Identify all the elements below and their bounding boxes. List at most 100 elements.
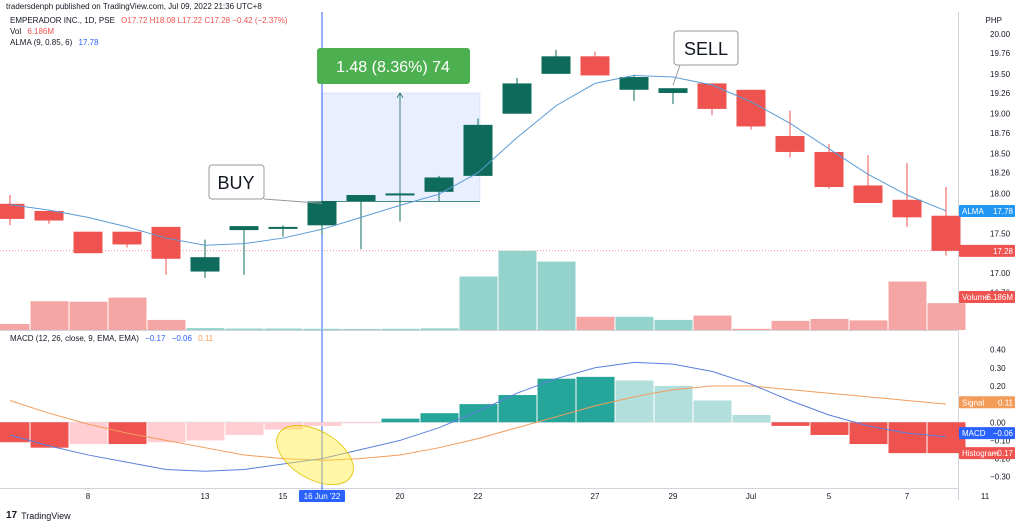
macd-axis-label: MACD: [962, 429, 986, 438]
last-price-badge: [959, 244, 1015, 257]
volume-bar: [420, 328, 459, 330]
volume-bar: [0, 324, 30, 330]
date-highlight-badge: [299, 490, 345, 502]
currency-unit: PHP: [985, 16, 1002, 25]
price-axis-tick: 19.50: [990, 70, 1011, 79]
macd-histogram-bar: [381, 418, 420, 423]
symbol-name[interactable]: EMPERADOR INC., 1D, PSE: [10, 16, 115, 25]
macd-axis-tick: 0.20: [990, 382, 1006, 391]
alma-axis-label-badge: [959, 204, 1015, 217]
signal-axis-label: Signal: [962, 398, 984, 407]
macd-histogram-bar: [732, 415, 771, 423]
profit-label-text: 1.48 (8.36%) 74: [336, 59, 450, 76]
buy-callout-box: [208, 164, 265, 200]
macd-histogram-bar: [576, 376, 615, 423]
candle-body: [229, 226, 259, 231]
profit-label-box: [317, 48, 470, 84]
price-axis-tick: 17.50: [990, 229, 1011, 238]
time-axis-tick: 15: [279, 492, 288, 501]
candle-body: [892, 199, 922, 218]
volume-bar: [810, 318, 849, 330]
time-axis-tick: 16 Jun '22: [304, 492, 341, 501]
candle-body: [190, 257, 220, 272]
macd-axis-label-badge: [959, 427, 1015, 440]
time-axis-tick: 29: [669, 492, 678, 501]
volume-bar: [381, 328, 420, 330]
macd-histogram-bar: [30, 422, 69, 448]
buy-callout-label: BUY: [217, 173, 254, 193]
volume-bar: [498, 250, 537, 330]
volume-bar: [654, 319, 693, 330]
macd-histogram-bar: [537, 378, 576, 423]
crossover-highlight-ellipse: [276, 425, 354, 485]
volume-bar: [849, 320, 888, 330]
price-axis-tick: 18.76: [990, 129, 1011, 138]
volume-bar: [147, 319, 186, 330]
sell-callout-label: SELL: [684, 39, 728, 59]
volume-value: 6.186M: [27, 27, 55, 36]
candle-body: [736, 89, 766, 127]
macd-histogram-bar: [186, 422, 225, 441]
candle-body: [73, 231, 103, 254]
histogram-axis-label: Histogram: [962, 449, 999, 458]
macd-histogram-bar: [147, 422, 186, 443]
macd-legend: MACD (12, 26, close, 9, EMA, EMA) −0.17 …: [10, 334, 213, 343]
macd-line: [9, 361, 947, 472]
candle-body: [502, 83, 532, 114]
signal-axis-value: 0.11: [998, 398, 1014, 407]
price-axis-tick: 18.50: [990, 150, 1011, 159]
candle-body: [424, 177, 454, 192]
macd-histogram-bar: [654, 385, 693, 423]
signal-line: [9, 385, 947, 461]
volume-bar: [459, 276, 498, 330]
volume-bar: [108, 297, 147, 330]
macd-label[interactable]: MACD (12, 26, close, 9, EMA, EMA): [10, 334, 139, 343]
macd-histogram-bar: [264, 422, 303, 430]
buy-callout-pointer: [263, 198, 323, 204]
volume-bar: [888, 281, 927, 330]
candle-body: [814, 151, 844, 188]
time-axis-tick: 13: [201, 492, 210, 501]
price-axis-tick: 18.26: [990, 169, 1011, 178]
candle-body: [346, 195, 376, 202]
time-axis-tick: 22: [474, 492, 483, 501]
volume-label[interactable]: Vol: [10, 27, 22, 36]
tradingview-logo-icon: 17: [6, 510, 18, 521]
volume-bar: [771, 320, 810, 330]
macd-histogram-bar: [303, 422, 342, 426]
macd-histogram-bar: [888, 422, 927, 454]
macd-value-2: −0.06: [171, 334, 192, 343]
ohlc-values: O17.72 H18.08 L17.22 C17.28 −0.42 (−2.37…: [121, 16, 288, 25]
macd-axis-tick: 0.30: [990, 364, 1006, 373]
alma-value: 17.78: [78, 38, 99, 47]
price-axis-tick: 18.00: [990, 189, 1011, 198]
macd-histogram-bar: [459, 404, 498, 423]
candle-body: [541, 56, 571, 74]
tradingview-brand: 17 TradingView: [6, 510, 71, 521]
macd-axis-value: −0.06: [993, 429, 1014, 438]
macd-value-1: −0.17: [145, 334, 166, 343]
volume-bar: [732, 328, 771, 330]
candle-body: [34, 210, 64, 221]
time-axis-tick: 11: [981, 492, 990, 501]
alma-line: [9, 74, 947, 246]
volume-bar: [264, 328, 303, 330]
time-axis-tick: 7: [905, 492, 910, 501]
symbol-legend: EMPERADOR INC., 1D, PSE O17.72 H18.08 L1…: [10, 16, 288, 25]
volume-bar: [69, 301, 108, 330]
time-axis-tick: 20: [396, 492, 405, 501]
candle-body: [931, 215, 961, 251]
macd-histogram-bar: [420, 413, 459, 423]
volume-bar: [693, 315, 732, 330]
volume-bar: [576, 316, 615, 330]
candle-body: [580, 56, 610, 76]
alma-label[interactable]: ALMA (9, 0.85, 6): [10, 38, 73, 47]
macd-histogram-bar: [810, 422, 849, 435]
volume-bar: [927, 303, 966, 330]
volume-bar: [30, 301, 69, 330]
volume-bar: [342, 329, 381, 330]
volume-axis-value: 6.186M: [986, 293, 1013, 302]
candle-body: [463, 124, 493, 176]
price-axis-tick: 19.76: [990, 49, 1011, 58]
